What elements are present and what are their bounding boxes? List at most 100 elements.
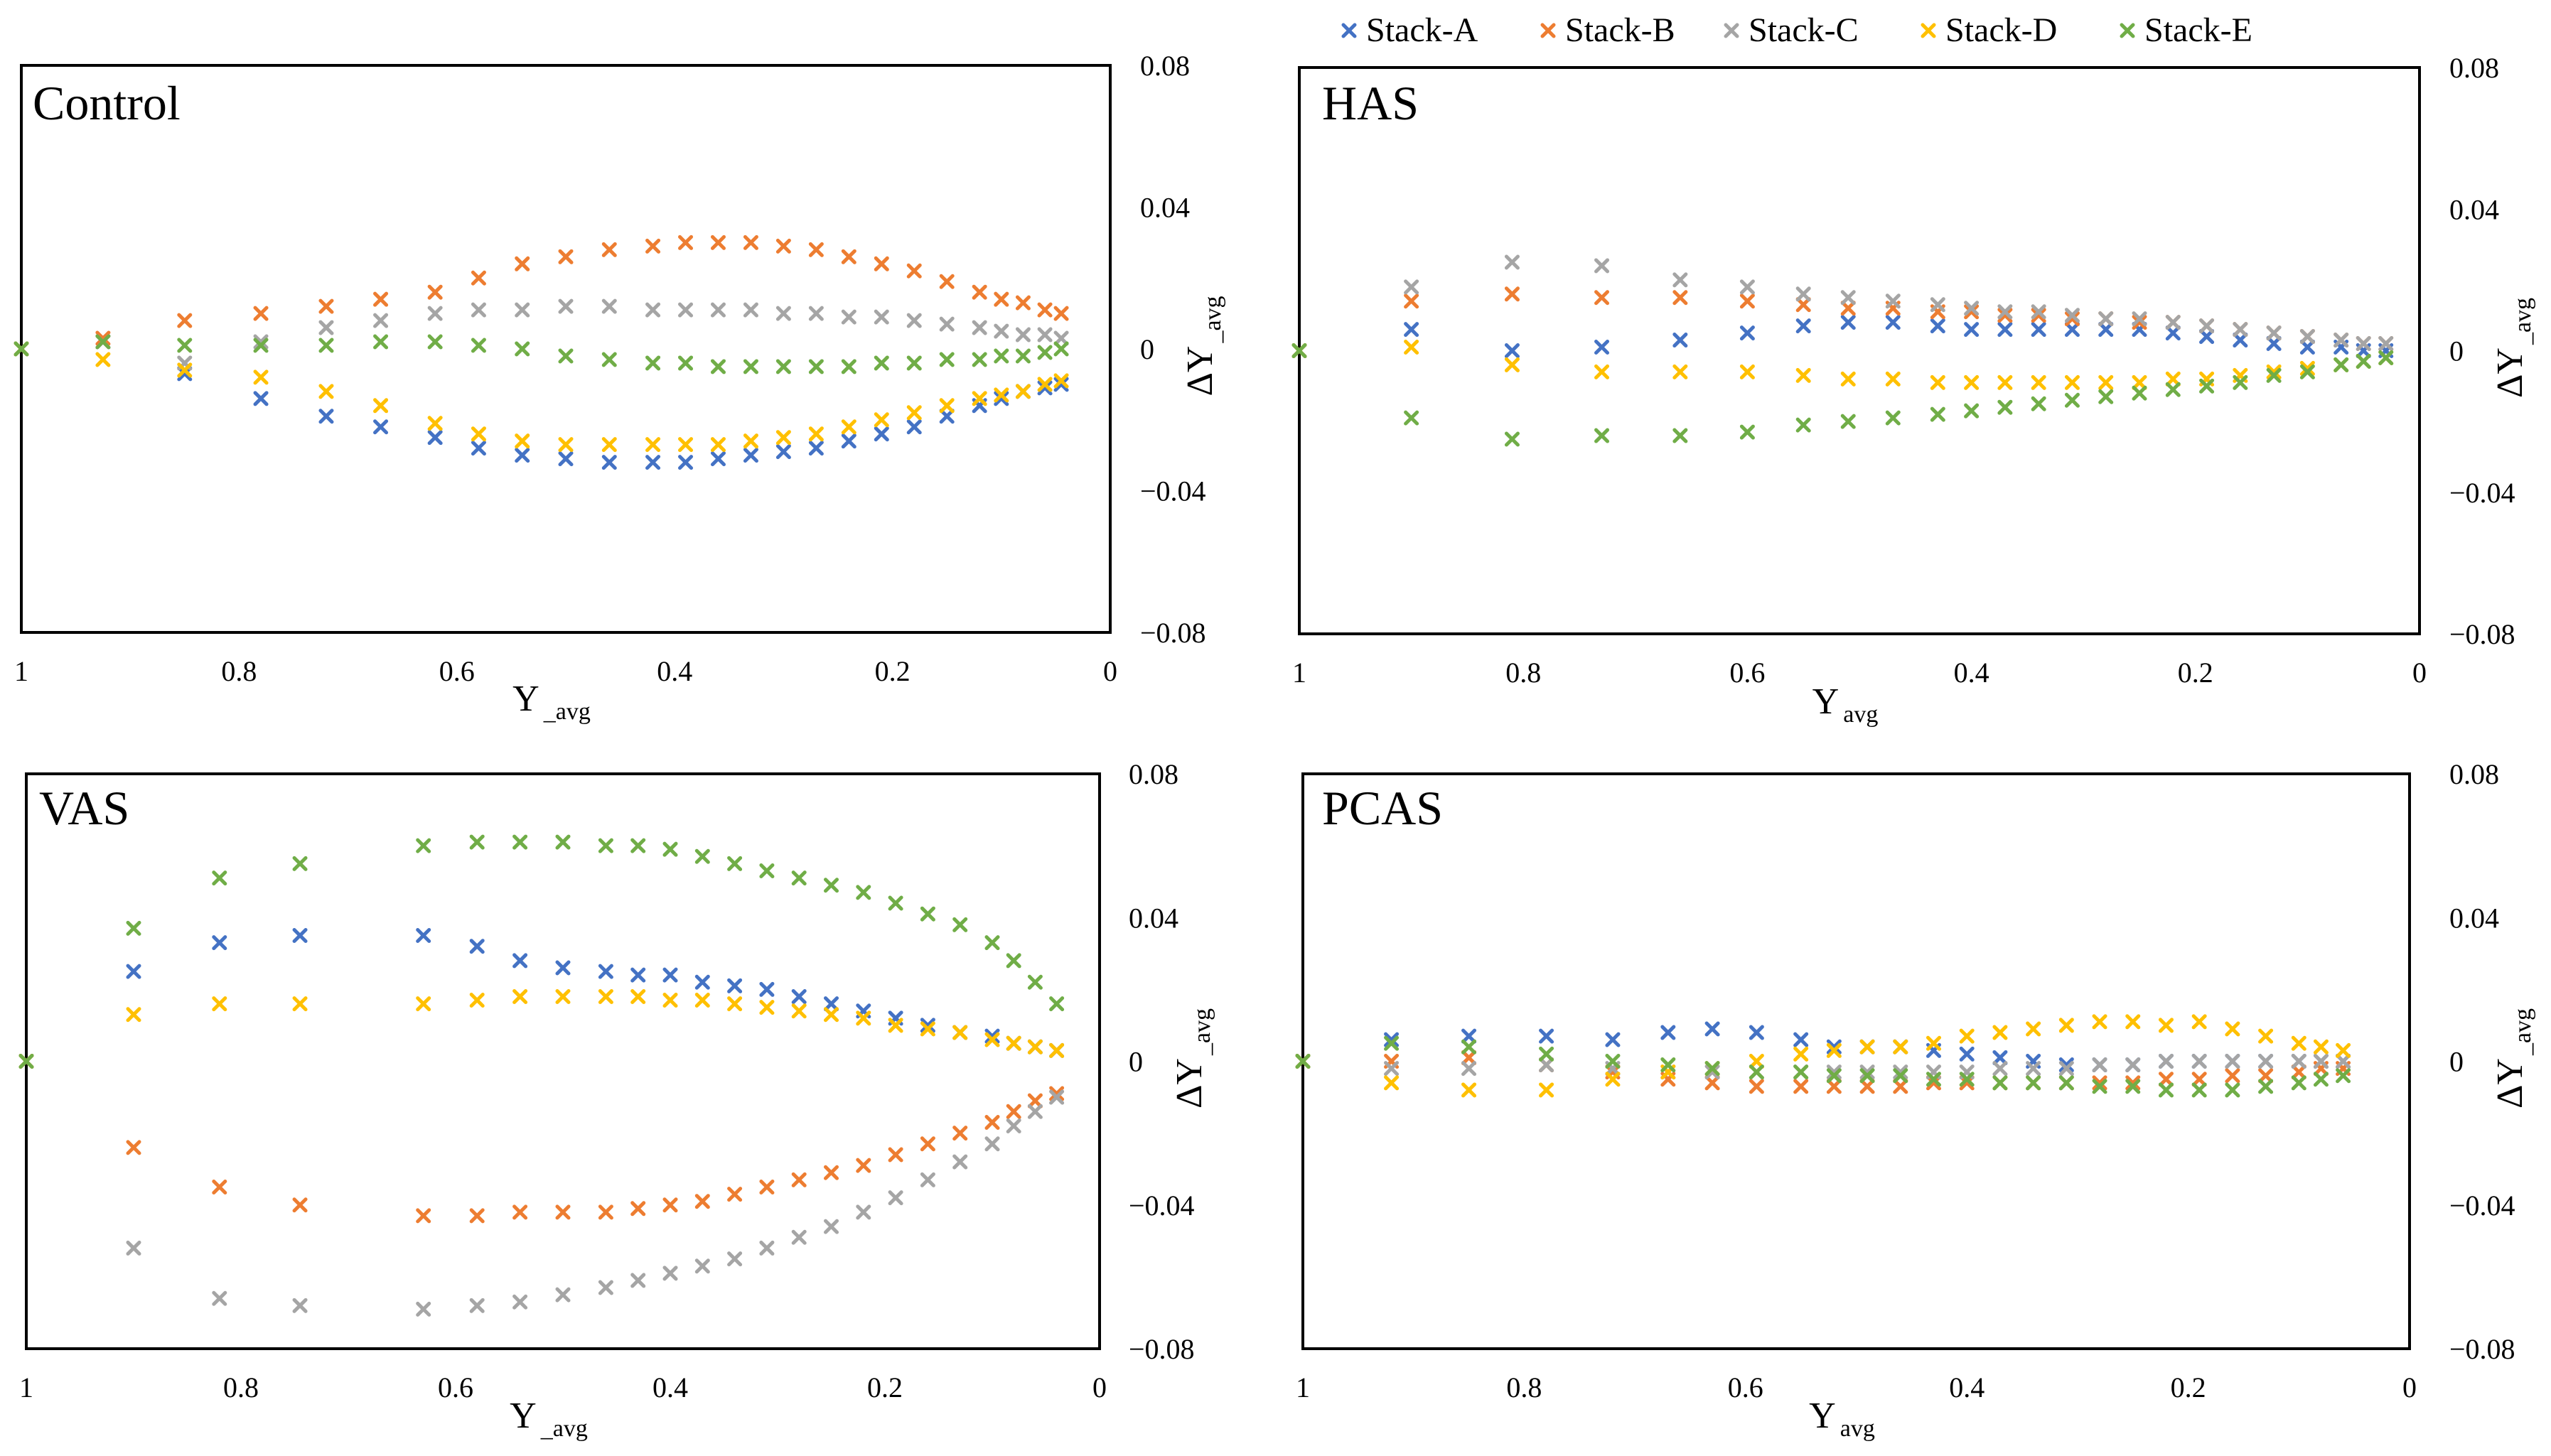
data-point [2158,1082,2174,1098]
data-point [427,416,443,431]
y-axis-label: ΔY_avg [2490,1008,2536,1109]
data-point [2158,1054,2174,1069]
y-tick-label: 0 [2449,335,2464,367]
data-point [645,238,661,254]
data-point [2225,1082,2240,1098]
x-tick-label: 0.4 [657,655,692,687]
data-point [984,1136,1000,1152]
data-point [1964,304,1980,320]
data-point [1037,345,1053,360]
plot-frame [1301,772,2411,1350]
data-point [1461,1061,1477,1077]
series-stack-b [1295,1050,2351,1094]
data-point [874,355,889,371]
data-point [791,870,807,886]
data-point [694,848,710,864]
data-point [874,426,889,442]
data-point [856,1204,871,1220]
data-point [2266,325,2282,341]
data-point [1605,1054,1621,1069]
data-point [984,1032,1000,1047]
data-point [373,291,389,307]
data-point [1739,325,1755,341]
y-tick-label: 0.08 [1129,758,1178,790]
data-point [469,1298,485,1313]
data-point [2378,350,2394,365]
data-point [177,366,193,382]
data-point [1053,306,1069,321]
x-tick-label: 0 [2402,1371,2417,1403]
series-stack-b [14,234,1069,357]
data-point [1015,384,1031,399]
data-point [1959,1028,1975,1044]
data-point [1893,1064,1908,1080]
panel-has: HAS 1 0.8 0.6 0.4 0.2 0 0.08 0.04 0 −0.04 −0.08 Y avg… [1291,52,2536,728]
data-point [952,1154,968,1170]
data-point [1384,1061,1400,1077]
data-point [743,448,758,463]
panel-title: HAS [1322,76,1419,130]
data-point [824,1219,839,1234]
data-point [1964,301,1980,316]
x-tick-label: 0 [1103,655,1117,687]
data-point [1704,1064,1720,1080]
y-tick-label: 0.04 [1129,902,1178,934]
data-point [2266,364,2282,379]
data-point [694,1194,710,1209]
data-point [710,302,726,318]
data-point [1504,286,1520,302]
data-point [2336,1042,2351,1058]
data-point [1504,357,1520,372]
legend-marker-stack-a [1341,23,1357,38]
data-point [888,1018,903,1033]
data-point [1739,424,1755,440]
data-point [1384,1035,1400,1051]
data-point [2334,333,2349,348]
data-point [994,291,1009,307]
data-point [952,917,968,932]
data-point [1291,343,1307,358]
data-point [555,988,571,1004]
data-point [856,1158,871,1173]
data-point [292,996,308,1012]
y-tick-label: −0.08 [2449,1333,2515,1365]
data-point [318,409,334,424]
data-point [253,391,269,406]
data-point [939,398,955,414]
x-tick-label: 0.4 [1954,657,1989,689]
data-point [1859,1068,1875,1084]
y-tick-label: 0.04 [2449,193,2499,225]
data-point [177,313,193,328]
data-point [2336,1054,2351,1069]
data-point [212,870,227,886]
y-tick-label: 0.08 [2449,758,2499,790]
data-point [1027,1093,1043,1109]
data-point [1049,1089,1065,1105]
data-point [95,330,111,346]
plot-frame [20,64,1112,634]
data-point [253,338,269,353]
data-point [2165,382,2181,397]
y-tick-label: 0 [1140,333,1154,365]
data-point [18,1054,34,1069]
y-tick-label: −0.08 [2449,618,2515,650]
data-point [1739,364,1755,379]
data-point [1959,1072,1975,1087]
data-point [469,834,485,850]
data-point [1461,1028,1477,1044]
data-point [373,334,389,350]
legend-label-stack-c: Stack-C [1749,11,1859,49]
data-point [710,359,726,374]
legend-label-stack-e: Stack-E [2144,11,2252,49]
data-point [2158,1072,2174,1087]
data-point [1049,1086,1065,1101]
data-point [743,302,758,318]
data-point [318,320,334,335]
data-point [427,430,443,446]
x-axis-label: Y _avg [512,679,591,725]
data-point [1795,286,1811,302]
data-point [1053,341,1069,357]
data-point [630,1273,646,1288]
data-point [2098,311,2114,327]
data-point [1049,996,1065,1012]
